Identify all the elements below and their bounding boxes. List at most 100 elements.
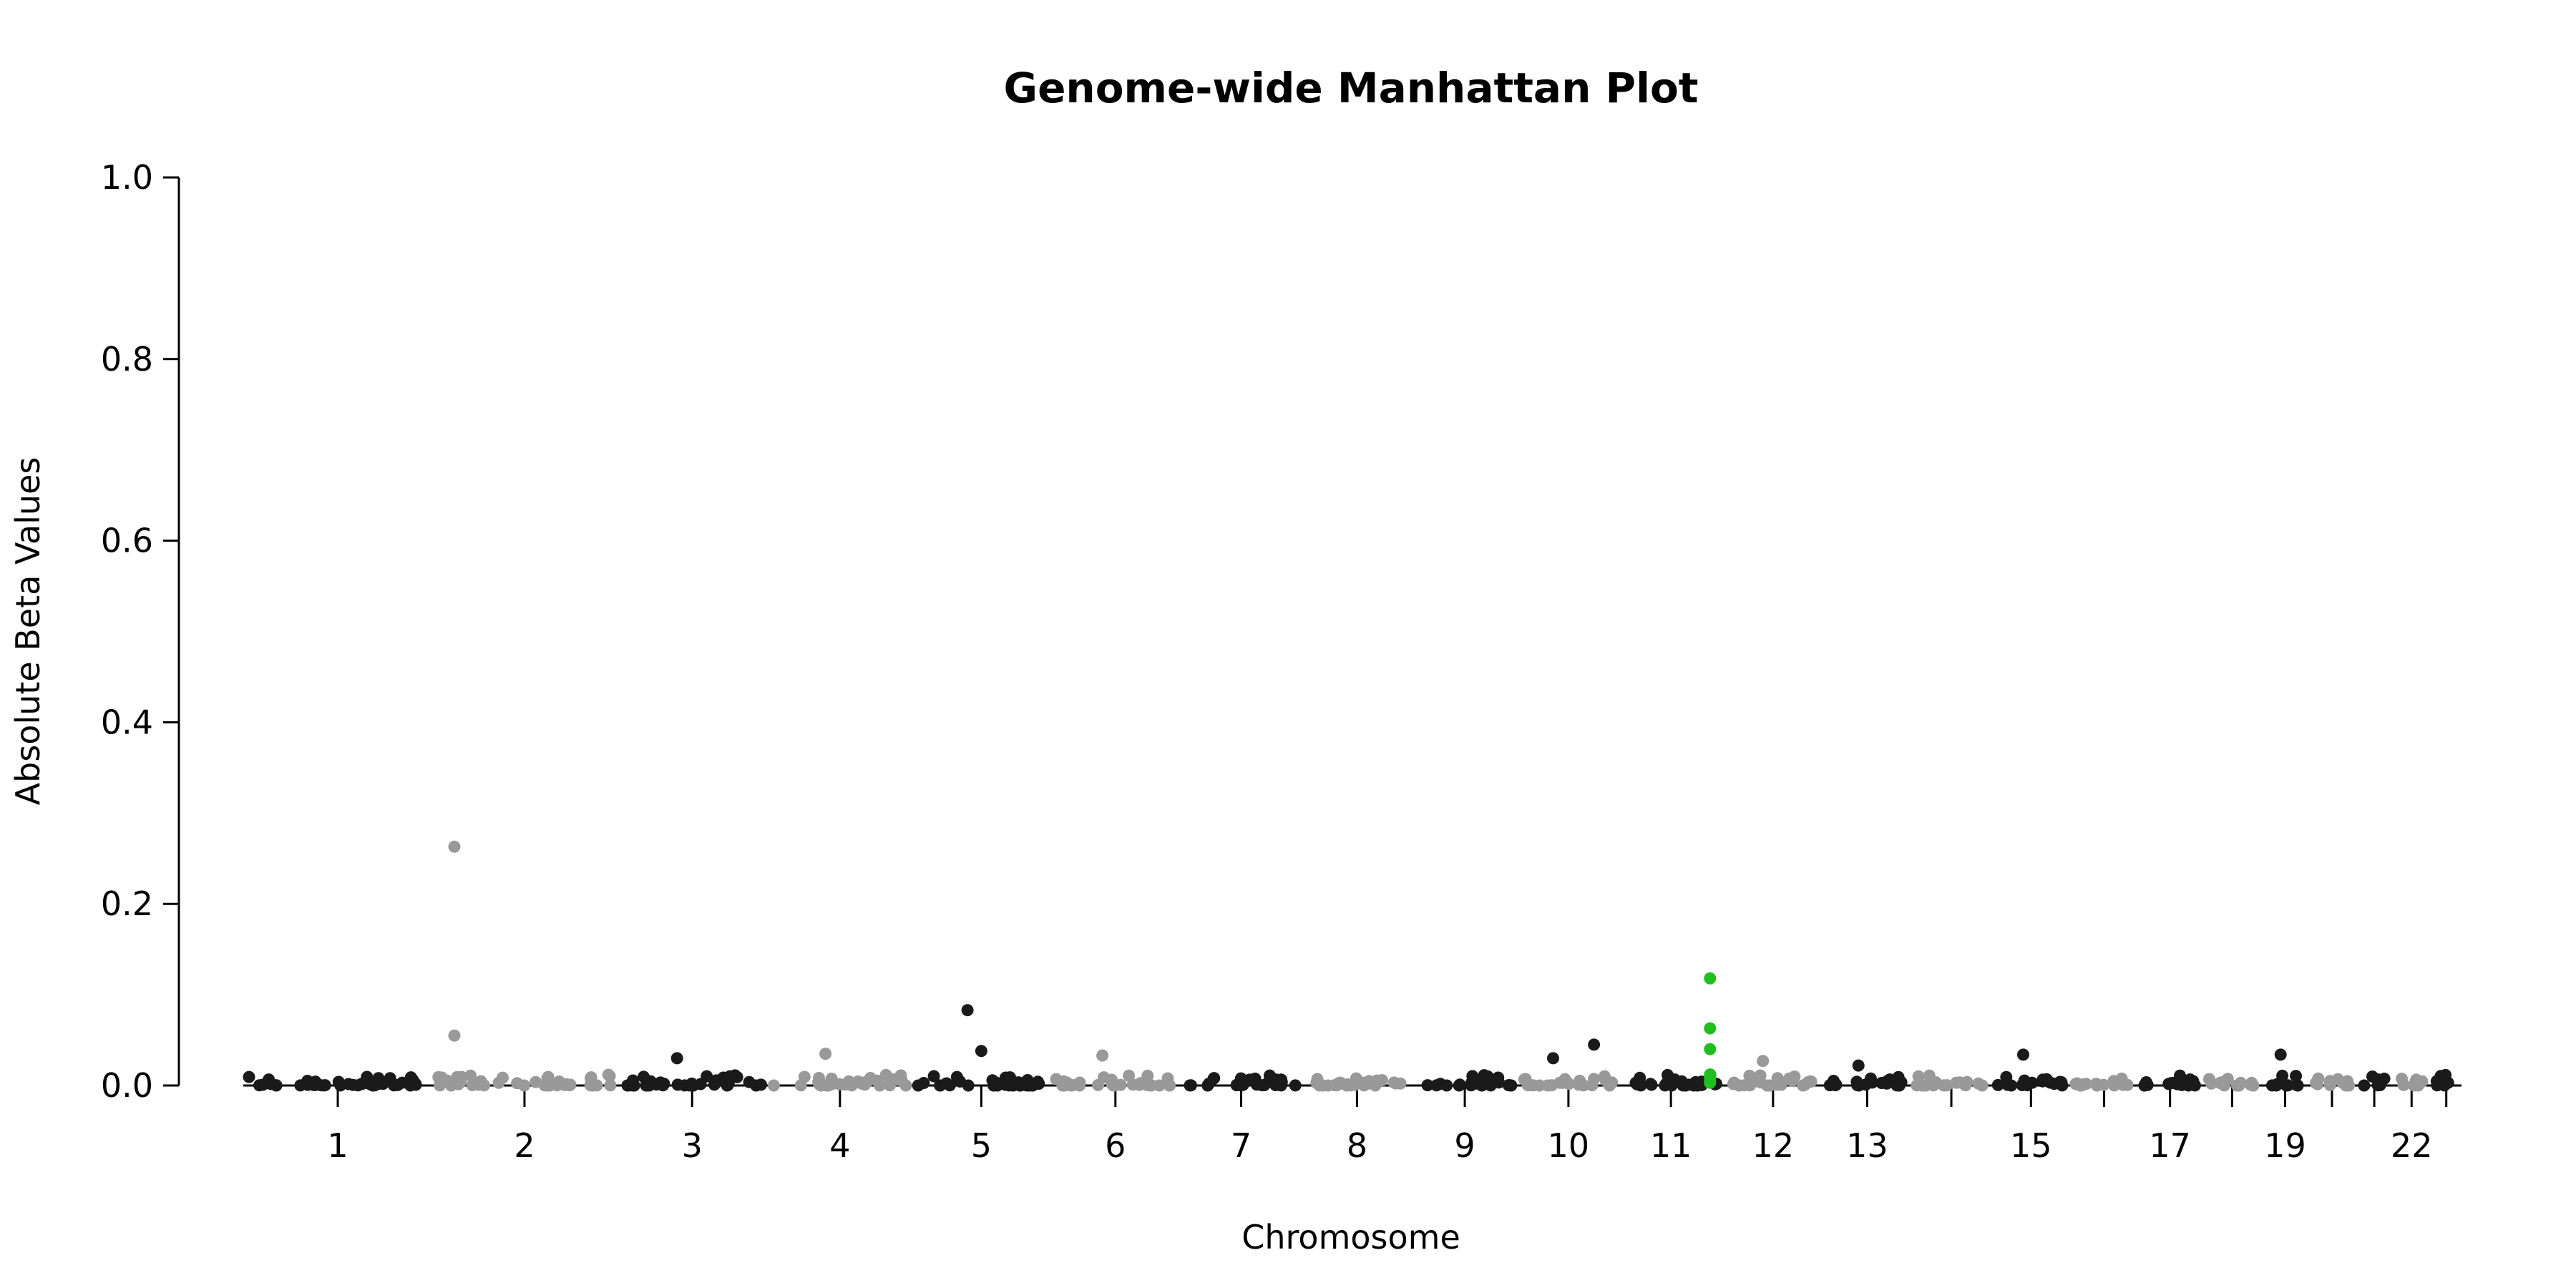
data-point	[1937, 1079, 1950, 1092]
notable-data-point	[448, 1029, 461, 1042]
data-point	[2218, 1078, 2231, 1091]
x-tick-label: 8	[1347, 1126, 1367, 1165]
data-point	[1002, 1079, 1015, 1092]
data-point	[767, 1079, 780, 1092]
data-point	[845, 1079, 858, 1092]
data-point	[1574, 1074, 1586, 1087]
y-tick-label: 1.0	[101, 158, 153, 197]
data-point	[1493, 1076, 1506, 1089]
data-point	[1065, 1079, 1078, 1092]
data-point	[625, 1079, 638, 1092]
x-tick-label: 13	[1846, 1126, 1888, 1165]
data-point	[1203, 1077, 1216, 1090]
y-tick-label: 0.6	[101, 522, 153, 560]
data-point	[755, 1078, 767, 1091]
data-point	[954, 1075, 967, 1088]
y-tick-label: 0.4	[101, 703, 153, 741]
x-tick-label: 6	[1105, 1126, 1126, 1165]
notable-data-point	[1757, 1055, 1770, 1068]
data-point	[2373, 1078, 2386, 1091]
data-point	[1421, 1079, 1434, 1092]
data-point	[1289, 1079, 1302, 1092]
data-point	[1275, 1073, 1288, 1086]
data-point	[1153, 1079, 1166, 1092]
data-point	[1586, 1079, 1599, 1092]
data-point	[2290, 1078, 2303, 1091]
data-point	[1249, 1073, 1262, 1085]
x-tick-label: 19	[2264, 1126, 2306, 1165]
data-point	[2018, 1074, 2031, 1087]
data-point	[466, 1079, 479, 1091]
data-point	[1313, 1079, 1326, 1092]
data-point	[2397, 1078, 2410, 1091]
data-point	[243, 1070, 255, 1083]
data-point	[1518, 1073, 1531, 1085]
data-point	[369, 1079, 381, 1092]
data-point	[1883, 1073, 1896, 1086]
data-point	[2270, 1079, 2283, 1092]
data-point	[1363, 1075, 1375, 1088]
data-point	[2001, 1078, 2014, 1091]
x-tick-label: 10	[1548, 1126, 1590, 1165]
notable-data-point	[1588, 1038, 1601, 1051]
data-point	[270, 1079, 283, 1092]
x-tick-label: 15	[2010, 1126, 2052, 1165]
data-point	[1453, 1078, 1466, 1091]
x-axis: 1 2 3 4 5 6 7 8 9 10 11 12 13 15 17 19 22	[243, 1084, 2462, 1165]
data-point	[590, 1079, 603, 1092]
data-point	[2290, 1070, 2302, 1083]
data-point	[530, 1075, 542, 1088]
data-point	[409, 1078, 422, 1091]
notable-data-point	[1704, 1022, 1717, 1035]
data-point	[1328, 1079, 1341, 1092]
data-point	[1184, 1079, 1197, 1092]
data-point	[1738, 1079, 1751, 1092]
data-point	[256, 1078, 269, 1091]
chart-title: Genome-wide Manhattan Plot	[1003, 64, 1698, 112]
notable-data-point	[975, 1045, 987, 1058]
data-point	[1916, 1079, 1928, 1092]
data-point	[2358, 1079, 2371, 1092]
data-point	[2071, 1077, 2084, 1090]
x-tick-label: 7	[1231, 1126, 1252, 1165]
x-tick-label: 3	[682, 1126, 703, 1165]
data-point	[1603, 1079, 1616, 1092]
notable-data-point	[1704, 972, 1717, 985]
data-point	[1754, 1069, 1767, 1082]
data-point	[2140, 1078, 2152, 1091]
y-tick-label: 0.0	[101, 1066, 153, 1105]
data-point	[1390, 1077, 1402, 1090]
data-point	[1991, 1078, 2004, 1091]
y-axis-label: Absolute Beta Values	[9, 457, 47, 806]
data-point	[1679, 1079, 1692, 1092]
data-point	[1440, 1079, 1453, 1092]
data-point	[1108, 1079, 1121, 1092]
data-point	[1829, 1079, 1842, 1092]
data-point	[1533, 1079, 1546, 1092]
data-point	[1669, 1073, 1681, 1086]
data-point	[1927, 1079, 1940, 1092]
data-point	[927, 1070, 940, 1083]
data-point	[2323, 1075, 2336, 1088]
data-point	[2410, 1073, 2423, 1086]
data-point	[874, 1079, 886, 1092]
x-tick-label: 12	[1752, 1126, 1795, 1165]
data-point	[1631, 1078, 1644, 1091]
y-tick-label: 0.8	[101, 340, 153, 379]
data-point	[2040, 1073, 2053, 1085]
data-point	[604, 1079, 617, 1092]
data-point	[1258, 1079, 1271, 1091]
data-point	[441, 1074, 454, 1087]
data-point	[1350, 1072, 1362, 1085]
y-tick-label: 0.2	[101, 884, 153, 923]
data-point	[812, 1075, 825, 1088]
data-point	[943, 1079, 956, 1092]
data-point	[602, 1068, 615, 1081]
data-point	[1771, 1072, 1784, 1085]
notable-data-point	[819, 1048, 832, 1060]
data-point	[1805, 1075, 1818, 1088]
x-tick-label: 2	[514, 1126, 535, 1165]
data-point	[543, 1079, 556, 1092]
data-point	[1864, 1072, 1877, 1085]
